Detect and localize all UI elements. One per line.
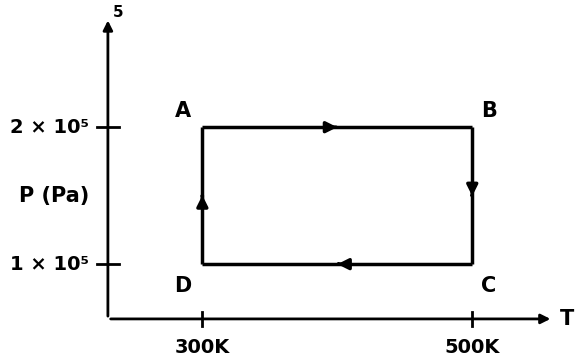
- Text: P (Pa): P (Pa): [18, 186, 89, 206]
- Text: 5: 5: [113, 5, 124, 20]
- Text: A: A: [175, 101, 191, 121]
- Text: D: D: [175, 276, 191, 297]
- Text: B: B: [481, 101, 497, 121]
- Text: C: C: [481, 276, 497, 297]
- Text: 2 × 10⁵: 2 × 10⁵: [10, 118, 89, 137]
- Text: 500K: 500K: [444, 338, 500, 357]
- Text: 300K: 300K: [175, 338, 230, 357]
- Text: T: T: [560, 309, 574, 329]
- Text: 1 × 10⁵: 1 × 10⁵: [10, 255, 89, 274]
